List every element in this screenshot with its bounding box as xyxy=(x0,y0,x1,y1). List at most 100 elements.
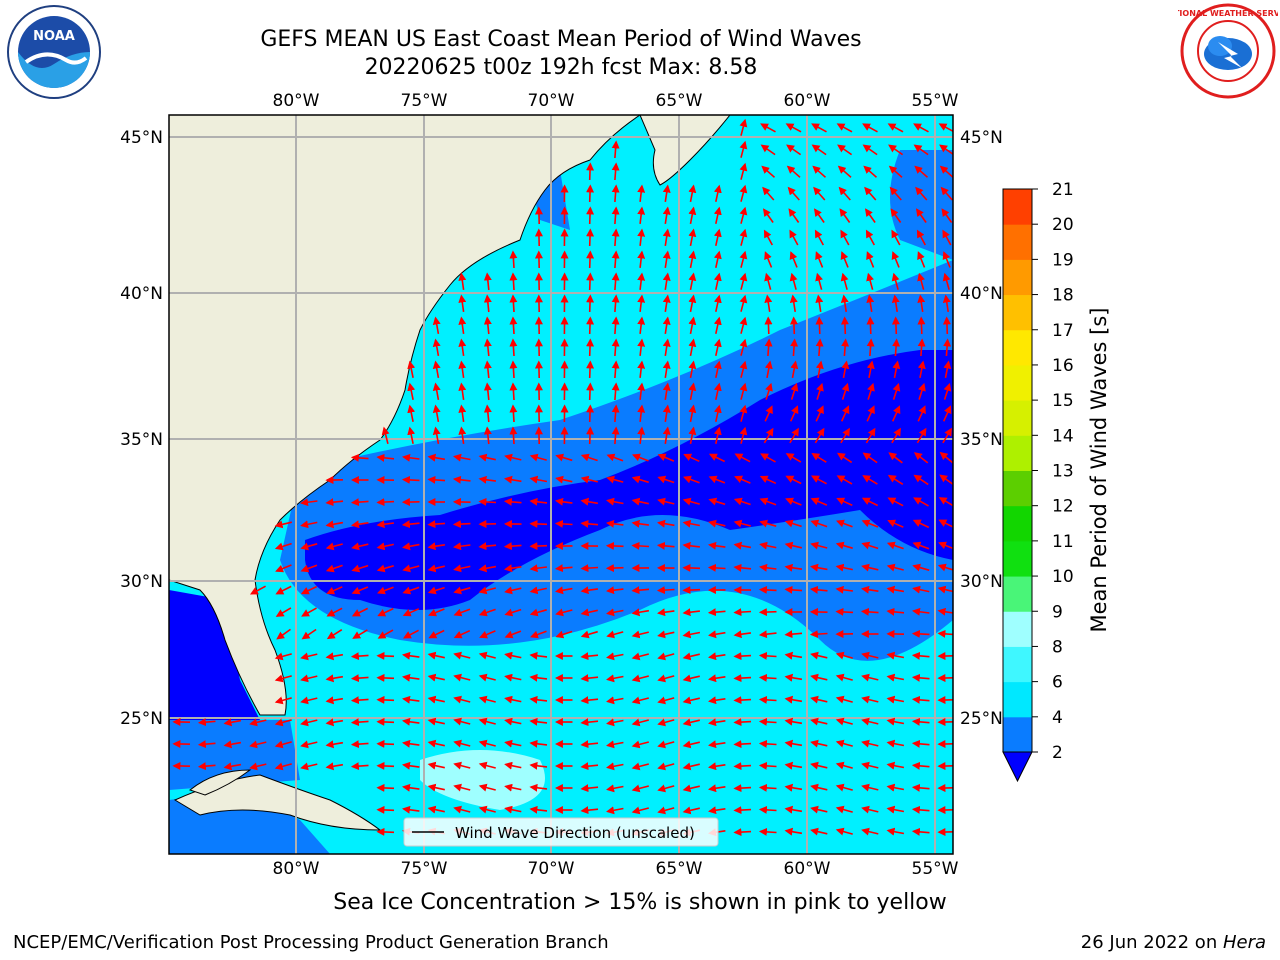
wind-wave-arrow xyxy=(758,673,777,682)
wind-wave-arrow xyxy=(580,806,599,815)
wind-wave-arrow xyxy=(300,718,318,727)
wind-wave-arrow xyxy=(611,338,620,357)
wind-wave-arrow xyxy=(758,805,777,814)
wind-wave-arrow xyxy=(758,783,777,792)
wind-wave-arrow xyxy=(350,762,369,771)
colorbar-box xyxy=(1003,611,1032,647)
wind-wave-arrow xyxy=(376,827,395,836)
wind-wave-arrow xyxy=(888,144,904,156)
wind-wave-arrow xyxy=(682,519,700,528)
period-band-8s xyxy=(420,750,545,810)
wind-wave-arrow xyxy=(325,564,343,573)
colorbar-box xyxy=(1003,329,1032,366)
wind-wave-arrow xyxy=(657,740,675,749)
wind-wave-arrow xyxy=(913,474,929,486)
wind-wave-arrow xyxy=(611,426,620,445)
colorbar-box xyxy=(1003,189,1032,225)
wind-wave-arrow xyxy=(688,206,697,225)
wind-wave-arrow xyxy=(478,805,496,814)
wind-wave-arrow xyxy=(275,607,292,617)
wind-wave-arrow xyxy=(789,316,798,335)
wind-wave-arrow xyxy=(657,718,675,727)
wind-wave-arrow xyxy=(865,427,876,444)
wind-wave-arrow xyxy=(890,208,902,223)
wind-wave-arrow xyxy=(892,338,901,357)
wind-wave-arrow xyxy=(764,294,773,313)
wind-wave-arrow xyxy=(942,251,951,268)
wind-wave-arrow xyxy=(841,338,850,357)
wind-wave-arrow xyxy=(453,805,471,814)
wind-wave-arrow xyxy=(810,739,828,748)
wind-wave-arrow xyxy=(657,497,675,506)
wind-wave-arrow xyxy=(606,806,624,815)
footer-credit: NCEP/EMC/Verification Post Processing Pr… xyxy=(13,932,609,953)
wind-wave-arrow xyxy=(682,696,700,705)
wind-wave-arrow xyxy=(861,497,879,507)
wind-wave-arrow xyxy=(682,475,700,484)
wind-wave-arrow xyxy=(836,452,853,464)
wind-wave-arrow xyxy=(428,608,445,617)
wind-wave-arrow xyxy=(943,382,952,400)
wind-wave-arrow xyxy=(913,123,929,133)
wind-wave-arrow xyxy=(611,228,620,247)
wind-wave-arrow xyxy=(350,498,369,507)
wind-wave-arrow xyxy=(865,229,876,246)
wind-wave-arrow xyxy=(784,541,802,550)
wind-wave-arrow xyxy=(708,696,726,705)
colorbar-box xyxy=(1003,505,1032,542)
wind-wave-arrow xyxy=(483,316,492,335)
colorbar-tick-label: 9 xyxy=(1052,602,1063,622)
wind-wave-arrow xyxy=(478,739,496,748)
wind-wave-arrow xyxy=(611,294,620,313)
noaa-logo: NOAA xyxy=(7,5,101,99)
wind-wave-arrow xyxy=(453,717,471,726)
wind-wave-arrow xyxy=(350,696,369,705)
wind-wave-arrow xyxy=(376,542,394,551)
wind-wave-arrow xyxy=(580,674,599,683)
legend-label: Wind Wave Direction (unscaled) xyxy=(455,824,695,842)
wind-wave-arrow xyxy=(580,718,599,727)
wind-wave-arrow xyxy=(611,382,620,401)
wind-wave-arrow xyxy=(632,453,649,462)
wind-wave-arrow xyxy=(657,696,675,705)
wind-wave-arrow xyxy=(938,541,953,550)
wind-wave-arrow xyxy=(739,184,748,202)
wind-wave-arrow xyxy=(274,542,292,551)
wind-wave-arrow xyxy=(861,717,879,726)
wind-wave-arrow xyxy=(784,827,803,836)
wind-wave-arrow xyxy=(861,585,879,594)
wind-wave-arrow xyxy=(911,651,930,660)
wind-wave-arrow xyxy=(529,542,548,551)
wind-wave-arrow xyxy=(300,740,318,749)
wind-wave-arrow xyxy=(734,475,751,484)
wind-wave-arrow xyxy=(763,229,774,246)
wind-wave-arrow xyxy=(478,475,497,484)
wind-wave-arrow xyxy=(427,695,445,704)
wind-wave-arrow xyxy=(836,475,853,485)
wind-wave-arrow xyxy=(810,827,828,836)
wind-wave-arrow xyxy=(861,827,879,836)
wind-wave-arrow xyxy=(656,541,675,550)
wind-wave-arrow xyxy=(887,474,904,485)
wind-wave-arrow xyxy=(764,405,773,422)
wind-wave-arrow xyxy=(325,696,344,705)
wind-wave-arrow xyxy=(427,761,445,770)
lat-label-right: 40°N xyxy=(960,284,1003,304)
wind-wave-arrow xyxy=(713,316,722,334)
wind-wave-arrow xyxy=(708,453,726,463)
wind-wave-arrow xyxy=(432,360,441,379)
wind-wave-arrow xyxy=(861,761,879,770)
wind-wave-arrow xyxy=(786,144,802,156)
wind-wave-arrow xyxy=(942,294,951,313)
wind-wave-arrow xyxy=(509,316,518,335)
wind-wave-arrow xyxy=(223,718,242,727)
wind-wave-arrow xyxy=(402,586,420,595)
wind-wave-arrow xyxy=(913,144,929,156)
wind-wave-arrow xyxy=(580,784,599,793)
wind-wave-arrow xyxy=(810,651,828,660)
wind-wave-arrow xyxy=(713,294,722,312)
wind-wave-arrow xyxy=(840,427,850,444)
wind-wave-arrow xyxy=(733,630,752,639)
wind-wave-arrow xyxy=(835,695,853,704)
